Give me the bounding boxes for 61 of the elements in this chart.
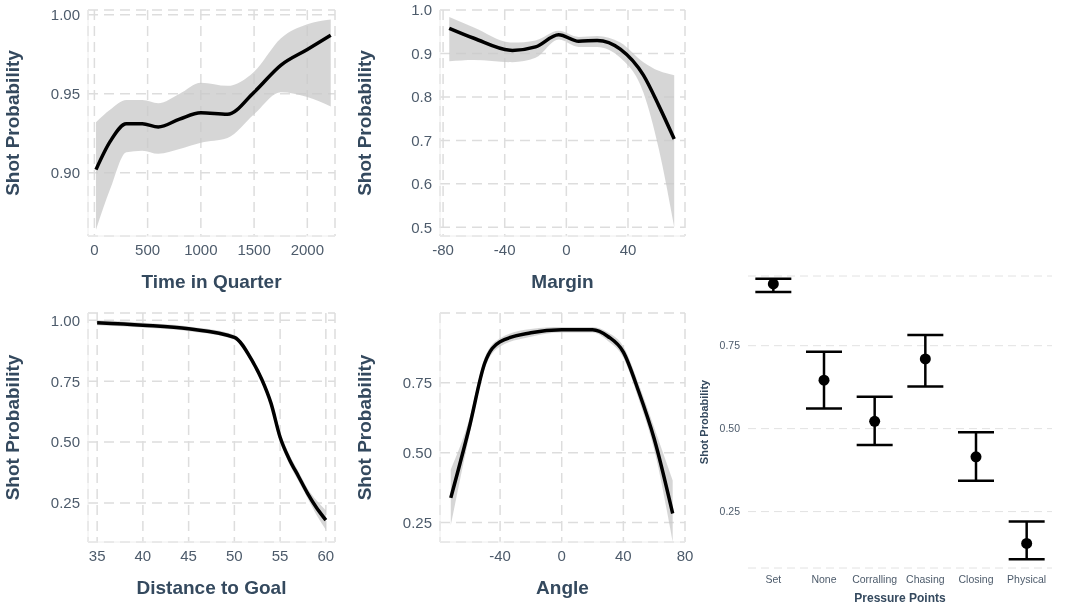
line-series [447,26,676,141]
y-tick-label: 0.90 [50,164,80,182]
x-tick-label: 0 [557,546,566,564]
x-tick-label: 500 [135,240,161,258]
line-series [94,33,333,172]
x-tick-label: 2000 [290,240,325,258]
x-tick-label: 0 [90,240,99,258]
x-axis-title: Angle [536,577,589,598]
x-tick-label: None [811,573,837,586]
x-tick-label: 40 [615,546,632,564]
y-tick-label: 0.7 [411,131,432,149]
x-axis-title: Distance to Goal [136,577,287,598]
y-tick-label: 0.75 [402,374,432,392]
x-tick-label: 40 [134,546,152,564]
x-tick-label: 45 [180,546,197,564]
y-axis-title: Shot Probability [353,49,375,196]
x-tick-label: 1500 [237,240,271,258]
point [818,374,830,386]
x-axis-title: Time in Quarter [141,271,283,292]
x-tick-label: -40 [489,546,511,564]
y-axis-title: Shot Probability [1,49,23,196]
point [970,451,982,463]
point [869,415,881,427]
x-tick-label: 35 [88,546,106,564]
x-tick-label: Chasing [906,573,945,586]
x-axis-title: Margin [531,271,594,292]
y-tick-label: 0.8 [411,88,432,106]
x-tick-label: Set [765,573,782,586]
y-tick-label: 0.25 [402,513,432,531]
point [1021,537,1033,549]
x-tick-label: Closing [958,573,994,586]
x-tick-label: 0 [562,240,571,258]
y-tick-label: 0.50 [50,433,80,451]
y-tick-label: 0.75 [719,339,741,352]
y-tick-label: 0.50 [719,422,741,435]
x-tick-label: -40 [493,240,516,258]
x-tick-label: -80 [432,240,454,258]
y-axis-title: Shot Probability [697,378,710,465]
y-tick-label: 0.25 [50,494,80,512]
x-tick-label: Physical [1007,573,1047,586]
x-tick-label: 1000 [184,240,218,258]
y-tick-label: 0.9 [411,44,432,62]
y-axis-title: Shot Probability [353,354,375,501]
x-tick-label: 60 [317,546,335,564]
point [919,353,931,365]
y-tick-label: 0.5 [411,218,432,236]
y-axis-title: Shot Probability [1,354,23,501]
y-tick-label: 1.00 [50,6,80,24]
y-tick-label: 0.95 [50,85,80,103]
x-tick-label: 55 [271,546,289,564]
x-tick-label: 80 [676,546,694,564]
x-axis-title: Pressure Points [854,591,947,605]
x-tick-label: 50 [226,546,243,564]
x-tick-label: Corralling [852,573,898,586]
y-tick-label: 0.25 [719,505,741,518]
y-tick-label: 1.0 [411,1,432,19]
y-tick-label: 0.50 [402,443,432,461]
x-tick-label: 40 [619,240,637,258]
y-tick-label: 1.00 [50,311,80,329]
y-tick-label: 0.75 [50,372,80,390]
y-tick-label: 0.6 [411,175,432,193]
